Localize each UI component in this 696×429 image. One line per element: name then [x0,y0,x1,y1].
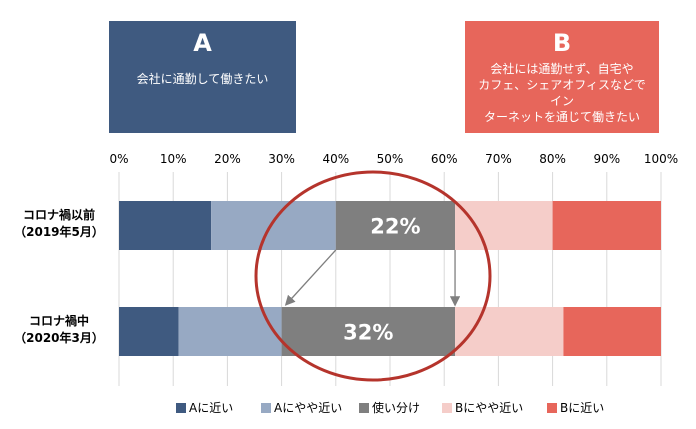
x-tick-label: 40% [322,152,349,166]
x-tick-label: 70% [485,152,512,166]
highlight-ellipse [254,170,492,382]
legend-item: Bに近い [547,399,604,416]
legend-label: Aに近い [189,401,234,415]
option-a-letter: A [193,29,212,57]
x-tick-label: 0% [109,152,128,166]
bar-segment [455,201,553,250]
bar-segment [119,201,212,250]
legend-label: Bに近い [560,401,605,415]
legend-label: Aにやや近い [274,401,343,415]
x-tick-label: 20% [214,152,241,166]
legend-swatch [176,403,186,413]
x-tick-label: 10% [160,152,187,166]
option-b-letter: B [552,29,572,57]
data-label: 32% [343,321,393,345]
category-label: コロナ禍以前 （2019年5月） [14,208,104,239]
data-label: 22% [370,215,420,239]
option-b-description: 会社には通勤せず、自宅や カフェ、シェアオフィスなどでイン ターネットを通じて働… [478,62,646,124]
legend-swatch [261,403,271,413]
arrow-left [284,249,337,306]
legend-item: Aにやや近い [261,399,342,416]
x-tick-label: 100% [644,152,678,166]
bar-segment [335,201,456,250]
chart-legend: Aに近い Aにやや近い 使い分け Bにやや近い Bに近い [0,399,696,417]
option-b-box: B 会社には通勤せず、自宅や カフェ、シェアオフィスなどでイン ターネットを通じ… [465,21,659,133]
bar-segment [552,201,661,250]
bar-segment [119,307,179,356]
x-tick-label: 50% [377,152,404,166]
bar-segment [178,307,282,356]
x-tick-label: 90% [593,152,620,166]
legend-swatch [547,403,557,413]
legend-swatch [442,403,452,413]
legend-label: 使い分け [372,401,421,415]
legend-item: Aに近い [176,399,233,416]
bar-segment [563,307,661,356]
legend-label: Bにやや近い [455,401,524,415]
x-tick-label: 60% [431,152,458,166]
legend-item: 使い分け [359,399,420,416]
bar-segment [211,201,336,250]
option-a-box: A 会社に通勤して働きたい [109,21,296,133]
bar-segment [281,307,456,356]
category-label: コロナ禍中 （2020年3月） [14,314,104,345]
legend-swatch [359,403,369,413]
legend-item: Bにやや近い [442,399,523,416]
x-tick-label: 30% [268,152,295,166]
x-tick-label: 80% [539,152,566,166]
option-a-description: 会社に通勤して働きたい [136,72,269,86]
